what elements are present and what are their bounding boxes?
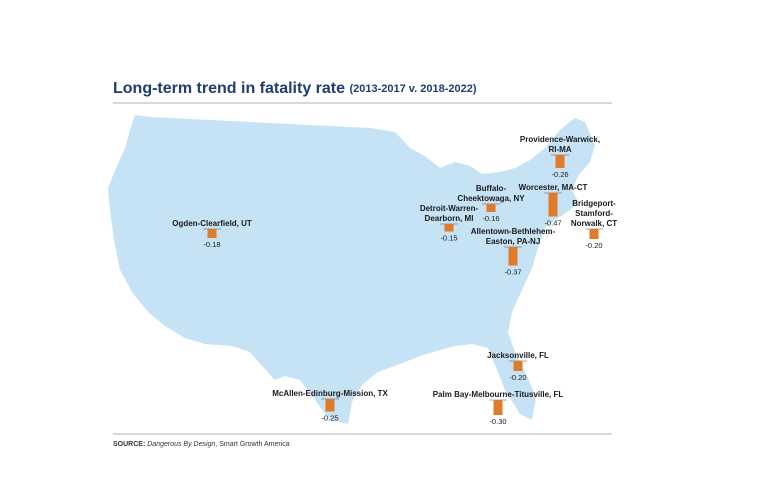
metro-name: Detroit-Warren-	[420, 204, 479, 213]
subtitle: (2013-2017 v. 2018-2022)	[349, 83, 476, 95]
metro-name: McAllen-Edinburg-Mission, TX	[272, 389, 388, 398]
source-label: SOURCE:	[113, 441, 145, 448]
value-label: -0.26	[551, 170, 568, 179]
us-map	[108, 115, 595, 424]
source-publisher: , Smart Growth America	[215, 441, 289, 448]
metro-name: Buffalo-	[476, 184, 507, 193]
bar	[325, 399, 335, 412]
value-label: -0.30	[489, 417, 506, 426]
value-label: -0.18	[203, 240, 220, 249]
bar	[493, 400, 503, 415]
bar	[508, 247, 518, 266]
bar	[486, 204, 496, 212]
metro-name: RI-MA	[548, 145, 571, 154]
source: SOURCE: Dangerous By Design, Smart Growt…	[113, 441, 290, 448]
metro-name: Cheektowaga, NY	[457, 194, 525, 203]
metro-name: Stamford-	[575, 209, 613, 218]
value-label: -0.20	[509, 373, 526, 382]
metro-name: Jacksonville, FL	[487, 351, 549, 360]
metro-name: Norwalk, CT	[571, 219, 617, 228]
metro-name: Allentown-Bethlehem-	[471, 227, 556, 236]
metro-name: Worcester, MA-CT	[519, 183, 588, 192]
metro-name: Dearborn, MI	[425, 214, 474, 223]
bar	[555, 155, 565, 168]
value-label: -0.47	[544, 218, 561, 227]
bar	[207, 229, 217, 238]
title: Long-term trend in fatality rate (2013-2…	[113, 80, 477, 97]
title-main: Long-term trend in fatality rate	[113, 80, 345, 97]
value-label: -0.25	[321, 413, 338, 422]
bar	[548, 193, 558, 217]
value-label: -0.20	[585, 241, 602, 250]
metro-name: Ogden-Clearfield, UT	[172, 219, 252, 228]
metro-name: Providence-Warwick,	[520, 135, 600, 144]
value-label: -0.37	[504, 267, 521, 276]
bar	[589, 229, 599, 239]
value-label: -0.16	[482, 214, 499, 223]
source-work: Dangerous By Design	[147, 441, 215, 448]
metro-name: Bridgeport-	[572, 199, 616, 208]
bar	[513, 361, 523, 371]
bar	[444, 224, 454, 232]
metro-name: Palm Bay-Melbourne-Titusville, FL	[433, 390, 564, 399]
value-label: -0.15	[440, 233, 457, 242]
metro-name: Easton, PA-NJ	[486, 237, 541, 246]
